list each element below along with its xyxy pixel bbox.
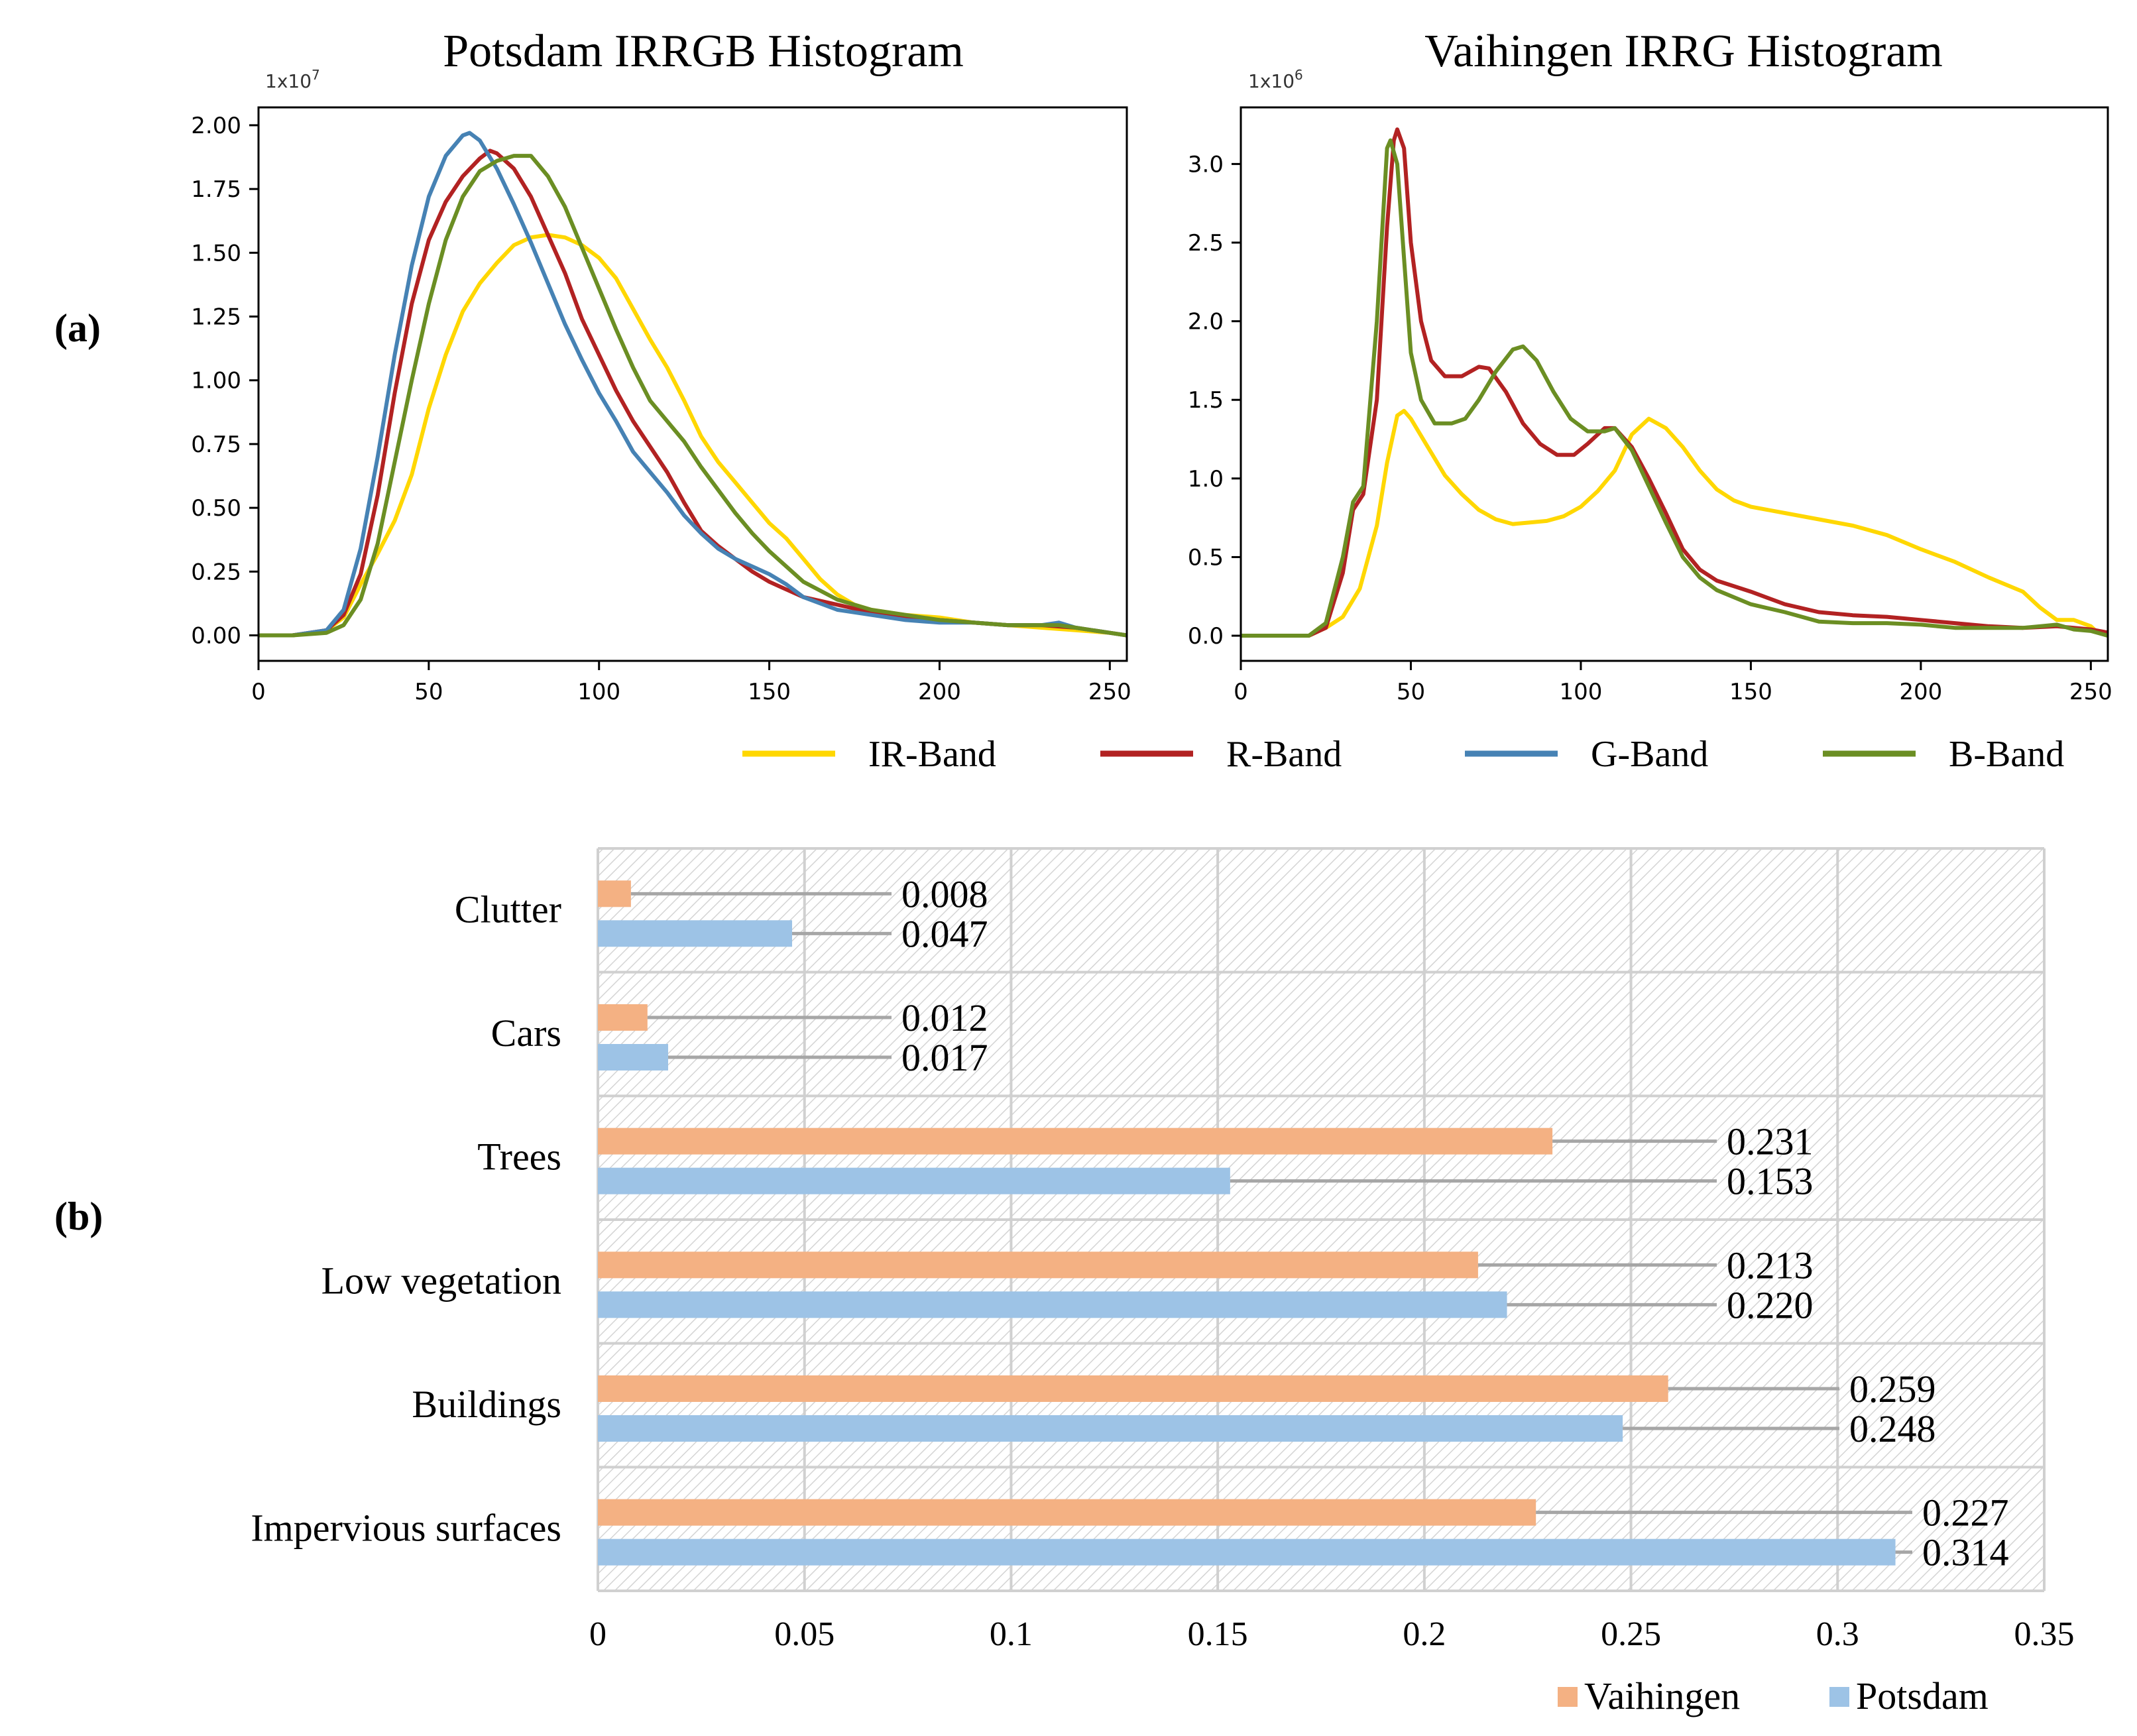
vaihingen-xtick-label: 250 xyxy=(2069,679,2112,705)
potsdam-ytick-label: 0.50 xyxy=(191,495,241,522)
potsdam-ytick-label: 1.50 xyxy=(191,240,241,266)
vaihingen-ytick-label: 2.0 xyxy=(1188,309,1224,335)
bar-data-label: 0.259 xyxy=(1849,1367,1936,1411)
vaihingen-ytick-label: 3.0 xyxy=(1188,151,1224,178)
bar-xtick-label: 0.2 xyxy=(1403,1615,1446,1653)
potsdam-line-g-band xyxy=(259,131,1127,638)
legend-label-g-band: G-Band xyxy=(1591,734,1708,775)
potsdam-xtick-label: 150 xyxy=(748,679,791,705)
vaihingen-xtick-label: 150 xyxy=(1729,679,1772,705)
bar-xtick-label: 0.3 xyxy=(1816,1615,1859,1653)
bar-data-label: 0.017 xyxy=(901,1036,988,1079)
bar-xtick-label: 0 xyxy=(589,1615,606,1653)
potsdam-xtick-label: 250 xyxy=(1088,679,1131,705)
bar-category-label: Impervious surfaces xyxy=(251,1507,561,1550)
bar-data-label: 0.227 xyxy=(1922,1491,2009,1534)
bar-xtick-label: 0.1 xyxy=(990,1615,1033,1653)
bar-potsdam xyxy=(598,1167,1230,1194)
bar-vaihingen xyxy=(598,1128,1553,1155)
bar-data-label: 0.220 xyxy=(1727,1283,1814,1326)
bar-vaihingen xyxy=(598,1375,1668,1402)
bar-data-label: 0.213 xyxy=(1727,1244,1814,1287)
bar-potsdam xyxy=(598,1538,1896,1566)
bar-vaihingen xyxy=(598,1004,648,1031)
bar-xtick-label: 0.15 xyxy=(1188,1615,1248,1653)
potsdam-axes-frame xyxy=(257,106,1128,662)
potsdam-ytick-label: 1.25 xyxy=(191,304,241,331)
bar-category-label: Trees xyxy=(477,1135,561,1179)
vaihingen-multiplier: 1x106 xyxy=(1248,67,1303,92)
potsdam-histogram: Potsdam IRRGB Histogram 1x107 0 50 100 150 2… xyxy=(191,26,1131,705)
legend-label-r-band: R-Band xyxy=(1226,734,1342,775)
potsdam-xtick-label: 0 xyxy=(251,679,266,705)
vaihingen-title: Vaihingen IRRG Histogram xyxy=(1424,26,1943,77)
potsdam-ytick-label: 0.75 xyxy=(191,432,241,458)
vaihingen-ytick-label: 1.0 xyxy=(1188,466,1224,492)
potsdam-ytick-label: 1.75 xyxy=(191,176,241,203)
panel-label-a: (a) xyxy=(54,306,101,350)
legend-label-b-band: B-Band xyxy=(1949,734,2064,775)
vaihingen-line-b-band xyxy=(1241,138,2108,638)
bar-data-label: 0.047 xyxy=(901,912,988,955)
potsdam-multiplier: 1x107 xyxy=(265,67,320,92)
bar-legend-label-vaihingen: Vaihingen xyxy=(1584,1674,1740,1717)
vaihingen-xtick-label: 100 xyxy=(1559,679,1602,705)
vaihingen-xtick-label: 200 xyxy=(1899,679,1942,705)
potsdam-ytick-label: 2.00 xyxy=(191,113,241,139)
band-legend: IR-Band R-Band G-Band B-Band xyxy=(742,734,2064,775)
bar-potsdam xyxy=(598,1291,1507,1318)
bar-potsdam xyxy=(598,1415,1623,1442)
vaihingen-ytick-label: 0.0 xyxy=(1188,623,1224,650)
bar-data-label: 0.248 xyxy=(1849,1407,1936,1450)
potsdam-xtick-label: 100 xyxy=(577,679,620,705)
bar-data-label: 0.153 xyxy=(1727,1160,1814,1203)
vaihingen-line-ir-band xyxy=(1241,408,2108,638)
panel-label-b: (b) xyxy=(54,1194,103,1238)
bar-category-label: Low vegetation xyxy=(321,1259,561,1302)
bar-xtick-label: 0.25 xyxy=(1601,1615,1661,1653)
bar-legend-swatch-potsdam xyxy=(1829,1687,1849,1707)
potsdam-ytick-label: 1.00 xyxy=(191,368,241,394)
bar-legend: Vaihingen Potsdam xyxy=(1558,1674,1989,1717)
bar-potsdam xyxy=(598,920,793,947)
potsdam-title: Potsdam IRRGB Histogram xyxy=(443,26,964,77)
vaihingen-xtick-label: 0 xyxy=(1234,679,1248,705)
bar-vaihingen xyxy=(598,880,631,907)
bar-category-label: Cars xyxy=(491,1012,561,1055)
bar-vaihingen xyxy=(598,1251,1478,1279)
vaihingen-axes-frame xyxy=(1240,106,2109,662)
potsdam-xtick-label: 50 xyxy=(414,679,443,705)
potsdam-xtick-label: 200 xyxy=(918,679,961,705)
potsdam-ytick-label: 0.25 xyxy=(191,559,241,585)
potsdam-ytick-label: 0.00 xyxy=(191,623,241,650)
bar-legend-label-potsdam: Potsdam xyxy=(1856,1674,1989,1717)
vaihingen-ytick-label: 0.5 xyxy=(1188,544,1224,571)
bar-legend-swatch-vaihingen xyxy=(1558,1687,1578,1707)
vaihingen-histogram: Vaihingen IRRG Histogram 1x106 0 50 100 150… xyxy=(1188,26,2112,705)
bar-category-label: Buildings xyxy=(412,1383,561,1426)
bar-vaihingen xyxy=(598,1499,1536,1526)
legend-label-ir-band: IR-Band xyxy=(868,734,996,775)
bar-category-label: Clutter xyxy=(455,888,561,931)
potsdam-line-r-band xyxy=(259,148,1127,638)
bar-potsdam xyxy=(598,1044,668,1071)
bar-data-label: 0.008 xyxy=(901,872,988,915)
bar-data-label: 0.231 xyxy=(1727,1120,1814,1163)
vaihingen-ytick-label: 2.5 xyxy=(1188,230,1224,257)
bar-xtick-label: 0.05 xyxy=(774,1615,835,1653)
potsdam-line-b-band xyxy=(259,154,1127,638)
vaihingen-line-r-band xyxy=(1241,127,2108,638)
bar-xtick-label: 0.35 xyxy=(2014,1615,2075,1653)
vaihingen-xtick-label: 50 xyxy=(1397,679,1425,705)
vaihingen-ytick-label: 1.5 xyxy=(1188,387,1224,414)
bar-data-label: 0.012 xyxy=(901,996,988,1039)
bar-data-label: 0.314 xyxy=(1922,1531,2009,1574)
